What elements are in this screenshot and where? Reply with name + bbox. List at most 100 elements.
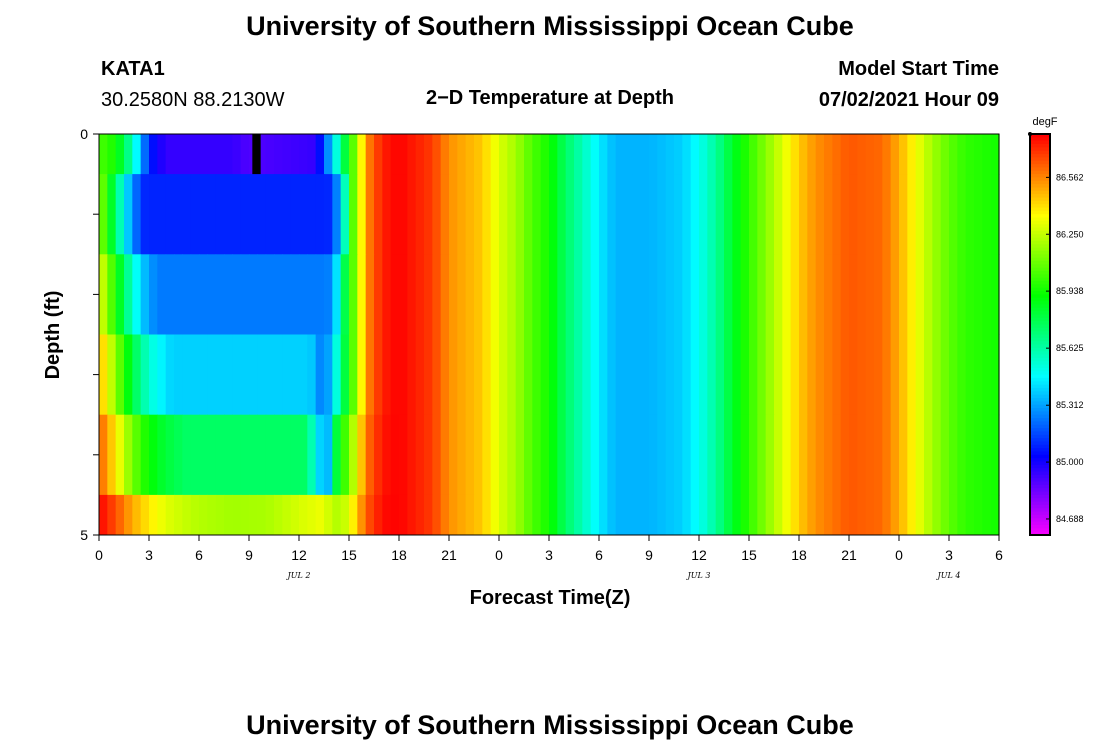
heatmap-cell bbox=[449, 174, 458, 255]
heatmap-cell bbox=[932, 334, 942, 416]
heatmap-cell bbox=[182, 414, 192, 496]
heatmap-cell bbox=[974, 134, 983, 175]
colorbar-swatch bbox=[1030, 217, 1050, 222]
heatmap-cell bbox=[99, 334, 108, 416]
colorbar-swatch bbox=[1030, 367, 1050, 372]
heatmap-cell bbox=[674, 334, 683, 416]
heatmap-cell bbox=[299, 334, 308, 416]
heatmap-cell bbox=[924, 254, 933, 335]
heatmap-cell bbox=[924, 414, 933, 496]
heatmap-cell bbox=[290, 254, 300, 335]
heatmap-cell bbox=[840, 134, 850, 175]
heatmap-cell bbox=[190, 174, 200, 255]
colorbar-swatch bbox=[1030, 294, 1050, 299]
heatmap-cell bbox=[632, 174, 642, 255]
heatmap-cell bbox=[965, 254, 975, 335]
colorbar-swatch bbox=[1030, 357, 1050, 362]
heatmap-cell bbox=[115, 494, 125, 536]
heatmap-cell bbox=[824, 494, 833, 536]
heatmap-cell bbox=[882, 414, 892, 496]
heatmap-cell bbox=[407, 494, 417, 536]
heatmap-cell bbox=[140, 334, 150, 416]
heatmap-cell bbox=[824, 334, 833, 416]
heatmap-cell bbox=[107, 334, 117, 416]
heatmap-cell bbox=[357, 134, 367, 175]
colorbar-swatch bbox=[1030, 347, 1050, 352]
heatmap-cell bbox=[524, 134, 533, 175]
heatmap-cell bbox=[740, 174, 750, 255]
heatmap-cell bbox=[140, 254, 150, 335]
colorbar-swatch bbox=[1030, 468, 1050, 473]
heatmap-cell bbox=[382, 414, 392, 496]
heatmap-cell bbox=[924, 494, 933, 536]
heatmap-cell bbox=[415, 134, 425, 175]
heatmap-cell bbox=[824, 414, 833, 496]
heatmap-cell bbox=[707, 134, 717, 175]
heatmap-cell bbox=[632, 134, 642, 175]
colorbar-swatch bbox=[1030, 461, 1050, 466]
heatmap-cell bbox=[874, 334, 883, 416]
heatmap-cell bbox=[324, 414, 333, 496]
heatmap-cell bbox=[832, 254, 842, 335]
heatmap-cell bbox=[407, 134, 417, 175]
heatmap-cell bbox=[415, 334, 425, 416]
heatmap-cell bbox=[715, 174, 725, 255]
heatmap-cell bbox=[624, 414, 633, 496]
heatmap-cell bbox=[307, 334, 317, 416]
heatmap-cell bbox=[199, 414, 208, 496]
heatmap-cell bbox=[557, 334, 567, 416]
heatmap-cell bbox=[932, 134, 942, 175]
heatmap-cell bbox=[149, 334, 158, 416]
heatmap-cell bbox=[165, 414, 175, 496]
colorbar-swatch bbox=[1030, 247, 1050, 252]
colorbar-swatch bbox=[1030, 351, 1050, 356]
heatmap-cell bbox=[399, 414, 408, 496]
heatmap-cell bbox=[874, 174, 883, 255]
heatmap-cell bbox=[724, 254, 733, 335]
heatmap-cell bbox=[624, 134, 633, 175]
heatmap-cell bbox=[107, 494, 117, 536]
heatmap-cell bbox=[315, 334, 325, 416]
heatmap-cell bbox=[507, 134, 517, 175]
heatmap-cell bbox=[465, 174, 475, 255]
heatmap-cell bbox=[857, 334, 867, 416]
heatmap-cell bbox=[107, 134, 117, 175]
colorbar-swatch bbox=[1030, 244, 1050, 249]
heatmap-cell bbox=[632, 254, 642, 335]
heatmap-cell bbox=[232, 254, 242, 335]
heatmap-cell bbox=[232, 494, 242, 536]
heatmap-cell bbox=[390, 334, 400, 416]
colorbar-swatch bbox=[1030, 200, 1050, 205]
heatmap-cell bbox=[757, 174, 767, 255]
colorbar: 86.562 86.250 85.938 85.625 85.312 85.000 84.6… bbox=[1028, 132, 1084, 536]
heatmap-cell bbox=[865, 254, 875, 335]
heatmap-cell bbox=[190, 414, 200, 496]
heatmap-cell bbox=[182, 174, 192, 255]
colorbar-swatch bbox=[1030, 464, 1050, 469]
heatmap-cell bbox=[240, 254, 250, 335]
colorbar-swatch bbox=[1030, 374, 1050, 379]
colorbar-swatch bbox=[1030, 137, 1050, 142]
heatmap-cell bbox=[549, 174, 558, 255]
heatmap-cell bbox=[415, 254, 425, 335]
heatmap-cell bbox=[690, 254, 700, 335]
x-tick-label: 15 bbox=[341, 547, 357, 563]
heatmap-cell bbox=[99, 494, 108, 536]
colorbar-swatch bbox=[1030, 224, 1050, 229]
heatmap-cell bbox=[332, 334, 342, 416]
colorbar-swatch bbox=[1030, 134, 1050, 138]
heatmap-cell bbox=[365, 134, 375, 175]
heatmap-cell bbox=[832, 334, 842, 416]
heatmap-cell bbox=[207, 254, 217, 335]
heatmap-cell bbox=[99, 174, 108, 255]
heatmap-cell bbox=[540, 134, 550, 175]
heatmap-cell bbox=[457, 334, 467, 416]
heatmap-cell bbox=[432, 494, 442, 536]
heatmap-cell bbox=[332, 254, 342, 335]
heatmap-cell bbox=[665, 334, 675, 416]
heatmap-cell bbox=[757, 134, 767, 175]
heatmap-cell bbox=[157, 494, 167, 536]
heatmap-cell bbox=[249, 334, 258, 416]
heatmap-cell bbox=[699, 134, 708, 175]
heatmap-cell bbox=[657, 174, 667, 255]
